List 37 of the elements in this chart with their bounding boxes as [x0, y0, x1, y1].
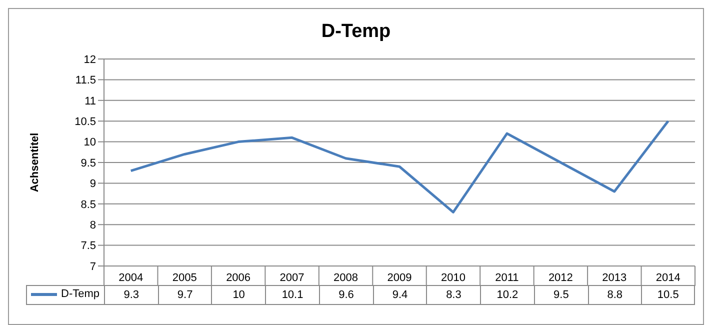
x-tick-label: 2006: [226, 272, 251, 284]
x-tick-label: 2013: [602, 272, 627, 284]
x-tick-label: 2009: [387, 272, 412, 284]
x-tick-label: 2004: [118, 272, 144, 284]
y-tick-label: 12: [84, 54, 96, 66]
y-tick-label: 10: [84, 136, 96, 149]
y-tick-label: 8: [90, 220, 96, 232]
data-label: 9.6: [318, 286, 373, 304]
data-label: 9.3: [104, 286, 158, 304]
data-label: 10.2: [480, 286, 534, 304]
data-label: 9.4: [372, 286, 426, 304]
data-label: 10: [211, 286, 266, 304]
y-tick-label: 9: [90, 178, 96, 190]
x-tick-label: 2014: [656, 272, 680, 284]
y-tick-label: 7.5: [80, 240, 96, 252]
data-label: 9.5: [534, 286, 588, 304]
x-tick-label: 2005: [172, 272, 197, 284]
data-label: 9.7: [158, 286, 212, 304]
legend-label: D-Temp: [61, 288, 100, 300]
y-tick-label: 7: [90, 260, 96, 273]
chart-title: D-Temp: [320, 21, 392, 43]
y-tick-label: 10.5: [74, 116, 96, 128]
y-tick-label: 11.5: [75, 74, 96, 87]
data-label: 8.8: [588, 286, 642, 304]
data-label: 10.5: [641, 286, 695, 304]
data-label: 10.1: [265, 286, 319, 304]
x-tick-label: 2011: [495, 272, 519, 284]
y-axis-title: Achsentitel: [28, 132, 41, 192]
y-tick-label: 8.5: [80, 198, 96, 211]
x-tick-label: 2008: [334, 272, 358, 284]
y-tick-label: 9.5: [80, 157, 96, 170]
x-tick-label: 2012: [548, 272, 573, 284]
data-label: 8.3: [426, 286, 480, 304]
y-tick-label: 11: [84, 95, 96, 108]
x-tick-label: 2007: [280, 272, 304, 284]
x-tick-label: 2010: [440, 272, 466, 284]
line-series: [130, 120, 670, 214]
